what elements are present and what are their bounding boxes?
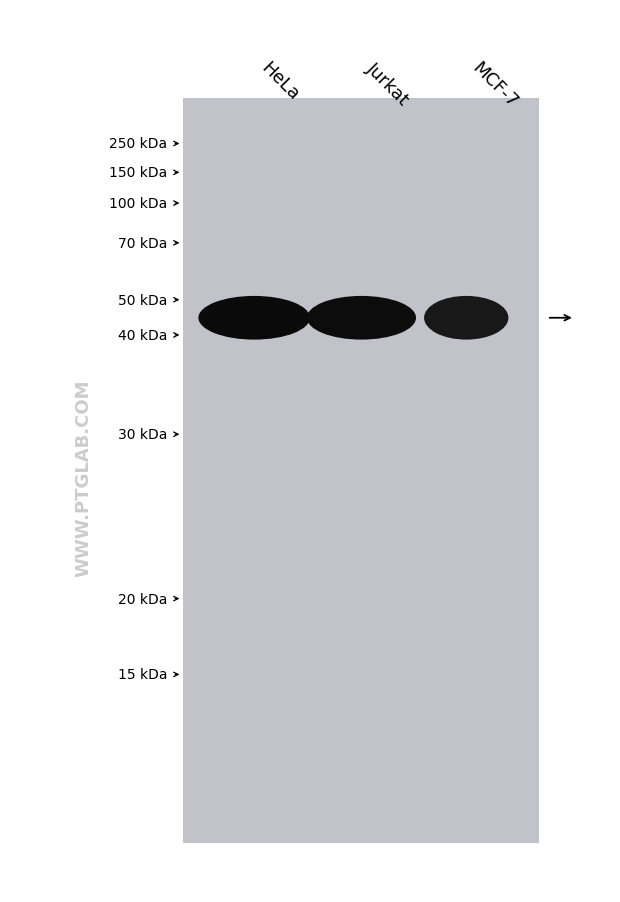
Ellipse shape xyxy=(198,297,310,340)
Ellipse shape xyxy=(307,297,416,340)
Text: MCF-7: MCF-7 xyxy=(468,60,521,112)
Text: WWW.PTGLAB.COM: WWW.PTGLAB.COM xyxy=(74,380,93,576)
Text: HeLa: HeLa xyxy=(257,60,303,105)
Text: 30 kDa: 30 kDa xyxy=(118,428,167,442)
Text: 40 kDa: 40 kDa xyxy=(118,328,167,343)
Bar xyxy=(183,99,539,843)
Text: 70 kDa: 70 kDa xyxy=(118,236,167,251)
Bar xyxy=(183,99,539,843)
Ellipse shape xyxy=(424,297,508,340)
Text: Jurkat: Jurkat xyxy=(363,60,412,109)
Text: 15 kDa: 15 kDa xyxy=(118,667,167,682)
Text: 250 kDa: 250 kDa xyxy=(109,137,167,152)
Text: 50 kDa: 50 kDa xyxy=(118,293,167,308)
Text: 100 kDa: 100 kDa xyxy=(109,197,167,211)
Text: 150 kDa: 150 kDa xyxy=(109,166,167,180)
Text: 20 kDa: 20 kDa xyxy=(118,592,167,606)
